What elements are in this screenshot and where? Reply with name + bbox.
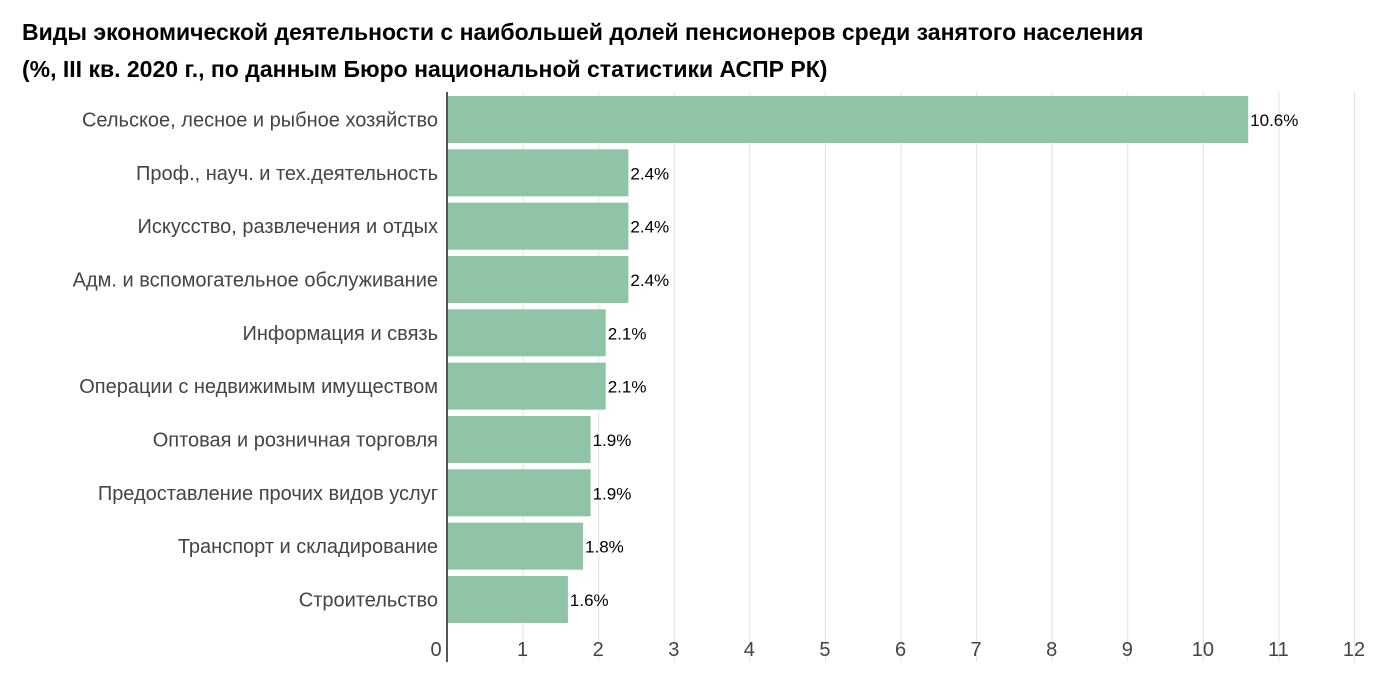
bar: [448, 309, 606, 357]
bar: [448, 362, 606, 410]
data-label: 1.8%: [585, 538, 624, 557]
x-tick-label: 10: [1192, 639, 1214, 661]
x-tick-label: 5: [819, 639, 830, 661]
x-tick-label: 2: [593, 639, 604, 661]
x-tick-label: 4: [744, 639, 755, 661]
chart-subtitle: (%, III кв. 2020 г., по данным Бюро наци…: [22, 56, 828, 82]
data-label: 2.4%: [630, 271, 669, 290]
x-tick-label: 12: [1343, 639, 1365, 661]
x-tick-label: 1: [517, 639, 528, 661]
data-label: 1.9%: [593, 431, 632, 450]
chart-title: Виды экономической деятельности с наибол…: [22, 14, 1362, 88]
x-tick-label: 6: [895, 639, 906, 661]
category-label: Оптовая и розничная торговля: [153, 429, 438, 451]
data-label: 2.1%: [608, 324, 647, 343]
x-tick-label: 9: [1122, 639, 1133, 661]
bar: [448, 149, 629, 197]
data-label: 2.4%: [630, 218, 669, 237]
x-tick-label: 3: [668, 639, 679, 661]
chart-title-line: Виды экономической деятельности с наибол…: [22, 19, 1144, 45]
bar: [448, 96, 1249, 143]
labels: Сельское, лесное и рыбное хозяйство Проф.…: [73, 110, 1366, 662]
data-label: 10.6%: [1250, 111, 1298, 130]
category-label: Адм. и вспомогательное обслуживание: [73, 269, 438, 291]
bars: [448, 96, 1249, 623]
gridlines: [522, 92, 1355, 662]
bar: [448, 255, 629, 303]
data-label: 1.9%: [593, 484, 632, 503]
bar: [448, 469, 591, 517]
data-label: 1.6%: [570, 591, 609, 610]
x-tick-label: 8: [1046, 639, 1057, 661]
category-label: Предоставление прочих видов услуг: [98, 483, 438, 505]
x-tick-label: 7: [971, 639, 982, 661]
bar: [448, 202, 629, 250]
bar: [448, 415, 591, 463]
category-label: Проф., науч. и тех.деятельность: [136, 163, 438, 185]
category-label: Строительство: [299, 589, 438, 611]
category-label: Транспорт и складирование: [178, 536, 438, 558]
category-label: Сельское, лесное и рыбное хозяйство: [82, 110, 438, 132]
data-label: 2.1%: [608, 378, 647, 397]
category-label: Операции с недвижимым имуществом: [79, 376, 438, 398]
x-tick-label: 0: [430, 639, 441, 661]
bar: [448, 522, 584, 570]
x-tick-label: 11: [1268, 639, 1289, 661]
data-label: 2.4%: [630, 164, 669, 183]
category-label: Искусство, развлечения и отдых: [137, 216, 438, 238]
category-label: Информация и связь: [242, 323, 438, 345]
bar: [448, 575, 568, 623]
